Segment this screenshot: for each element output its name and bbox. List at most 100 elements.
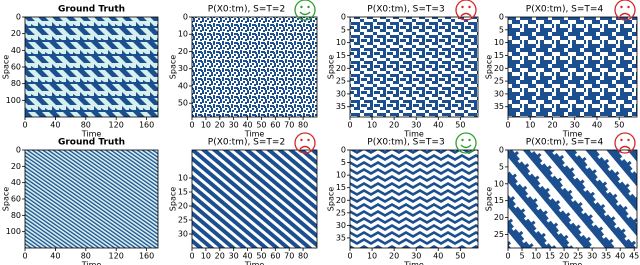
x-tick-label: 10: [201, 121, 211, 130]
x-axis-label: Time: [81, 261, 102, 265]
face-icon: [455, 0, 477, 21]
heatmap-image: [192, 17, 317, 117]
x-axis-label: Time: [403, 130, 424, 139]
x-tick-label: 30: [411, 121, 421, 130]
face-mouth: [460, 12, 472, 17]
x-tick-label: 70: [284, 252, 294, 261]
y-tick-label: 0: [183, 13, 188, 22]
x-tick-label: 10: [525, 121, 535, 130]
y-tick-label: 0: [499, 13, 504, 22]
x-axis-label: Time: [244, 130, 265, 139]
face-outline: [614, 132, 636, 154]
y-tick-label: 35: [494, 102, 504, 111]
heatmap-image: [508, 150, 637, 248]
x-tick-label: 50: [455, 252, 465, 261]
y-tick-label: 40: [178, 81, 188, 90]
face-icon: [294, 132, 316, 154]
x-tick-label: 20: [389, 252, 399, 261]
face-outline: [294, 0, 316, 21]
y-tick-label: 0: [499, 146, 504, 155]
y-tick-label: 0: [341, 146, 346, 155]
face-eye: [620, 5, 623, 9]
x-tick-label: 10: [367, 252, 377, 261]
face-icon: [294, 0, 316, 21]
x-axis-label: Time: [562, 261, 583, 265]
x-tick-label: 0: [347, 121, 352, 130]
x-tick-label: 80: [81, 121, 91, 130]
x-tick-label: 50: [256, 252, 266, 261]
x-tick-label: 10: [201, 252, 211, 261]
heatmap-image: [508, 17, 637, 117]
y-tick-label: 5: [499, 25, 504, 34]
y-tick-label: 5: [341, 158, 346, 167]
y-tick-label: 15: [336, 51, 346, 60]
x-tick-label: 10: [531, 252, 541, 261]
x-tick-label: 35: [601, 252, 611, 261]
face-outline: [614, 0, 636, 21]
y-tick-label: 35: [336, 233, 346, 242]
y-tick-label: 30: [336, 89, 346, 98]
y-tick-label: 30: [336, 221, 346, 230]
y-axis-label: Space: [327, 187, 336, 211]
face-icon: [614, 0, 636, 21]
face-eye: [461, 5, 464, 9]
y-axis-label: Space: [485, 187, 494, 211]
x-tick-label: 10: [367, 121, 377, 130]
face-eye: [627, 5, 630, 9]
x-axis-label: Time: [81, 130, 102, 139]
face-mouth: [460, 144, 472, 149]
y-tick-label: 15: [178, 188, 188, 197]
y-tick-label: 10: [178, 30, 188, 39]
y-tick-label: 20: [178, 202, 188, 211]
y-tick-label: 10: [336, 171, 346, 180]
face-mouth: [299, 11, 311, 16]
face-eye: [461, 138, 464, 142]
panel-title: P(X0:tm), S=T=3: [367, 5, 444, 15]
x-tick-label: 30: [411, 252, 421, 261]
face-eye: [300, 138, 303, 142]
plot-frame: [507, 149, 638, 249]
x-tick-label: 0: [189, 121, 194, 130]
y-tick-label: 80: [11, 211, 21, 220]
x-tick-label: 20: [559, 252, 569, 261]
y-tick-label: 60: [11, 63, 21, 72]
x-tick-label: 0: [22, 121, 27, 130]
y-tick-label: 20: [11, 162, 21, 171]
x-axis-label: Time: [244, 261, 265, 265]
face-eye: [307, 138, 310, 142]
y-tick-label: 30: [178, 64, 188, 73]
x-tick-label: 80: [81, 252, 91, 261]
heatmap-image: [25, 17, 158, 117]
plot-frame: [191, 16, 318, 118]
heatmap-image: [350, 17, 478, 117]
y-tick-label: 35: [336, 102, 346, 111]
face-icon: [614, 132, 636, 154]
x-tick-label: 40: [242, 121, 252, 130]
plot-frame: [507, 16, 638, 118]
y-tick-label: 15: [494, 196, 504, 205]
x-tick-label: 0: [505, 121, 510, 130]
face-icon: [455, 132, 477, 154]
y-tick-label: 50: [178, 99, 188, 108]
y-axis-label: Space: [485, 55, 494, 79]
x-tick-label: 15: [545, 252, 555, 261]
face-mouth: [299, 145, 311, 150]
y-tick-label: 25: [494, 77, 504, 86]
x-tick-label: 30: [229, 252, 239, 261]
face-eye: [468, 138, 471, 142]
face-eye: [468, 5, 471, 9]
face-eye: [307, 5, 310, 9]
x-tick-label: 0: [505, 252, 510, 261]
y-tick-label: 25: [494, 230, 504, 239]
y-tick-label: 10: [336, 38, 346, 47]
face-eye: [620, 138, 623, 142]
x-tick-label: 120: [109, 252, 124, 261]
y-tick-label: 20: [494, 213, 504, 222]
y-axis-label: Space: [2, 187, 11, 211]
x-tick-label: 5: [519, 252, 524, 261]
y-tick-label: 10: [494, 38, 504, 47]
x-tick-label: 45: [629, 252, 639, 261]
x-tick-label: 40: [615, 252, 625, 261]
x-tick-label: 0: [22, 252, 27, 261]
panel-title: P(X0:tm), S=T=3: [367, 138, 444, 148]
